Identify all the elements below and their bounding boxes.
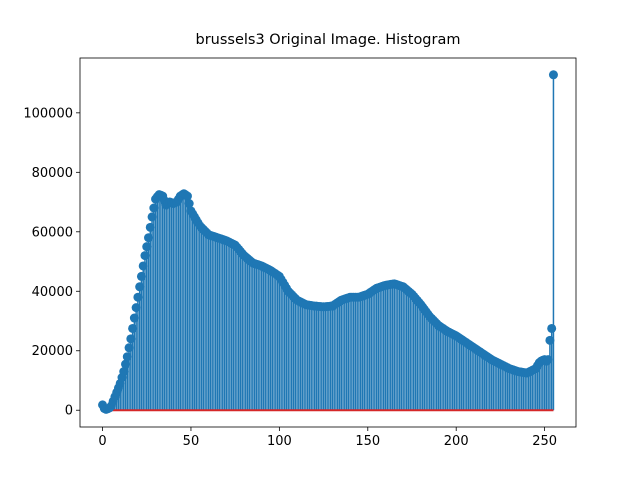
marker xyxy=(126,334,136,344)
marker xyxy=(129,313,139,323)
y-tick-label: 80000 xyxy=(32,166,73,181)
marker xyxy=(131,303,141,313)
marker xyxy=(119,367,129,377)
marker xyxy=(547,323,557,333)
marker xyxy=(138,261,148,271)
x-tick-label: 0 xyxy=(98,434,106,449)
marker xyxy=(140,251,150,261)
x-tick-label: 150 xyxy=(355,434,380,449)
x-tick-label: 250 xyxy=(532,434,557,449)
marker xyxy=(548,70,558,80)
marker xyxy=(147,212,157,222)
marker xyxy=(135,282,145,292)
y-tick-label: 20000 xyxy=(32,344,73,359)
x-tick-label: 200 xyxy=(444,434,469,449)
marker xyxy=(122,352,132,362)
x-tick-label: 100 xyxy=(267,434,292,449)
marker xyxy=(128,323,138,333)
y-tick-label: 0 xyxy=(65,404,73,419)
marker xyxy=(136,271,146,281)
marker xyxy=(184,199,194,209)
marker xyxy=(142,242,152,252)
y-tick-label: 100000 xyxy=(23,106,73,121)
marker xyxy=(149,203,159,213)
marker xyxy=(543,355,553,365)
marker xyxy=(145,222,155,232)
y-tick-label: 60000 xyxy=(32,225,73,240)
marker xyxy=(144,233,154,243)
marker xyxy=(182,191,192,201)
chart-title: brussels3 Original Image. Histogram xyxy=(195,32,460,48)
marker xyxy=(121,359,131,369)
y-tick-label: 40000 xyxy=(32,285,73,300)
marker xyxy=(133,292,143,302)
plot-frame xyxy=(79,57,577,428)
x-tick-label: 50 xyxy=(183,434,200,449)
marker xyxy=(545,335,555,345)
marker xyxy=(124,343,134,353)
